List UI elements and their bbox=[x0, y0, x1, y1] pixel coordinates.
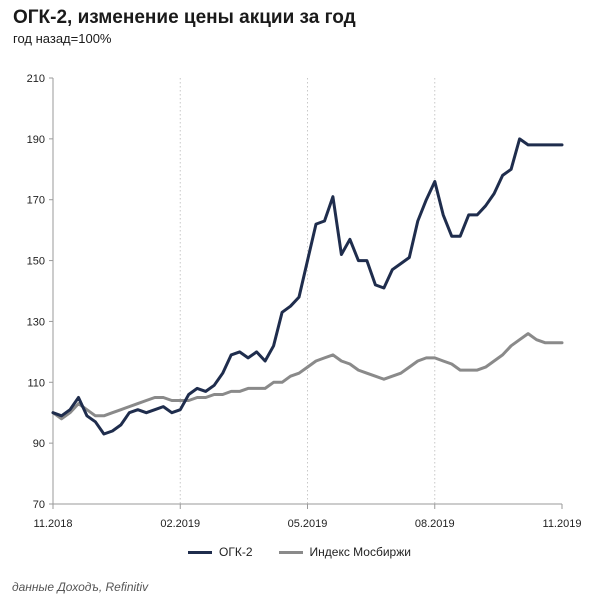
legend-swatch-moex bbox=[278, 550, 303, 554]
legend-label-ogk2: ОГК-2 bbox=[219, 545, 253, 559]
y-tick-label: 210 bbox=[27, 73, 45, 85]
data-source-note: данные Доходъ, Refinitiv bbox=[12, 580, 149, 594]
legend-swatch-ogk2 bbox=[188, 550, 213, 554]
chart-title: ОГК-2, изменение цены акции за год bbox=[13, 7, 356, 28]
y-tick-label: 170 bbox=[27, 195, 45, 207]
legend-item-ogk2: ОГК-2 bbox=[188, 545, 253, 559]
y-tick-label: 190 bbox=[27, 134, 45, 146]
chart-subtitle: год назад=100% bbox=[13, 31, 112, 46]
x-tick-label: 08.2019 bbox=[415, 518, 455, 530]
y-tick-label: 130 bbox=[27, 316, 45, 328]
x-tick-label: 11.2018 bbox=[34, 518, 73, 530]
x-tick-label: 02.2019 bbox=[160, 518, 200, 530]
legend-label-moex: Индекс Мосбиржи bbox=[309, 545, 411, 559]
x-tick-label: 05.2019 bbox=[288, 518, 328, 530]
chart-legend: ОГК-2 Индекс Мосбиржи bbox=[0, 545, 599, 559]
x-tick-label: 11.2019 bbox=[543, 518, 582, 530]
y-tick-label: 150 bbox=[27, 256, 45, 268]
y-tick-label: 110 bbox=[27, 377, 45, 389]
line-chart: 11.2018 02.2019 05.2019 08.2019 11.2019 70 90 1… bbox=[27, 73, 582, 530]
legend-item-moex: Индекс Мосбиржи bbox=[278, 545, 411, 559]
y-tick-label: 70 bbox=[33, 499, 45, 511]
y-tick-label: 90 bbox=[33, 438, 45, 450]
series-line-moex bbox=[51, 332, 564, 421]
series-line-ogk2 bbox=[51, 137, 564, 436]
